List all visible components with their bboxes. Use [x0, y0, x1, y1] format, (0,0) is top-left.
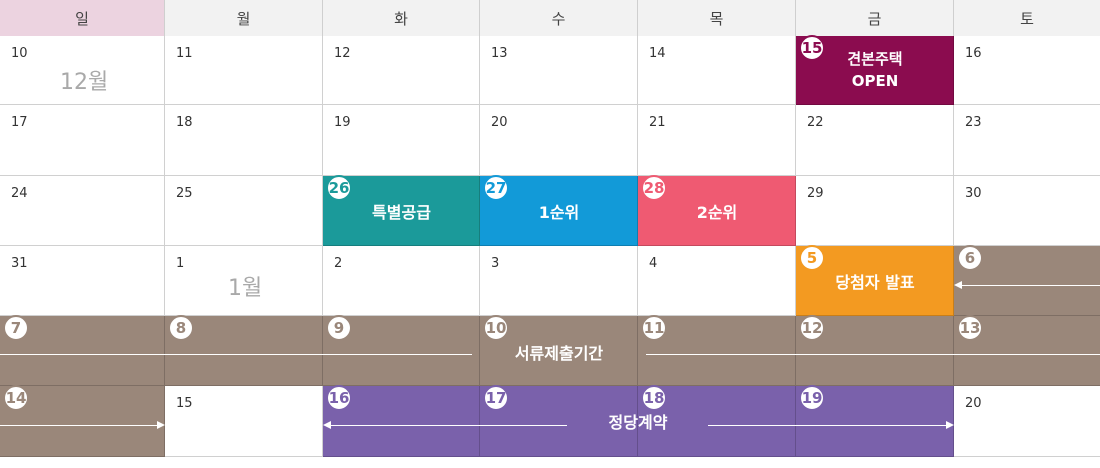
event-model-house-line1: 견본주택 [847, 50, 903, 68]
date-number: 10 [11, 46, 28, 61]
date-badge: 18 [641, 385, 667, 411]
event-model-house-label: 견본주택 OPEN [796, 48, 954, 92]
weekday-sat: 토 [954, 0, 1100, 36]
date-number: 18 [176, 115, 193, 130]
date-number: 22 [807, 115, 824, 130]
date-badge: 28 [641, 175, 667, 201]
weekday-tue: 화 [323, 0, 480, 36]
date-number: 31 [11, 256, 28, 271]
date-number: 13 [491, 46, 508, 61]
document-submission-line-left [0, 354, 472, 355]
date-number: 2 [334, 256, 343, 271]
date-number: 14 [649, 46, 666, 61]
arrow-left-icon [323, 421, 331, 429]
date-number: 21 [649, 115, 666, 130]
event-contract-tue[interactable] [323, 386, 480, 457]
event-contract-label: 정당계약 [608, 413, 668, 432]
day-cell[interactable] [165, 105, 323, 176]
document-submission-end-line [0, 425, 157, 426]
date-badge: 16 [326, 385, 352, 411]
day-cell[interactable] [638, 36, 796, 105]
day-cell[interactable] [638, 105, 796, 176]
date-number: 17 [11, 115, 28, 130]
date-badge: 7 [3, 315, 29, 341]
date-badge: 26 [326, 175, 352, 201]
weekday-wed: 수 [480, 0, 638, 36]
date-number: 11 [176, 46, 193, 61]
day-cell[interactable] [480, 105, 638, 176]
event-second-priority-label: 2순위 [696, 203, 738, 222]
contract-line-right [708, 425, 946, 426]
event-winner-announce-label: 당첨자 발표 [835, 273, 915, 292]
day-cell[interactable] [954, 176, 1100, 246]
day-cell[interactable] [0, 36, 165, 105]
event-first-priority-label: 1순위 [538, 203, 580, 222]
date-number: 16 [965, 46, 982, 61]
day-cell[interactable] [323, 246, 480, 316]
month-label-january: 1월 [228, 276, 263, 301]
day-cell[interactable] [954, 36, 1100, 105]
day-cell[interactable] [165, 36, 323, 105]
date-badge: 19 [799, 385, 825, 411]
date-number: 29 [807, 186, 824, 201]
day-cell[interactable] [954, 105, 1100, 176]
day-cell[interactable] [0, 105, 165, 176]
date-number: 23 [965, 115, 982, 130]
date-badge: 8 [168, 315, 194, 341]
date-number: 20 [965, 396, 982, 411]
date-number: 19 [334, 115, 351, 130]
date-number: 1 [176, 256, 185, 271]
date-number: 12 [334, 46, 351, 61]
date-badge: 17 [483, 385, 509, 411]
date-number: 30 [965, 186, 982, 201]
date-badge: 13 [957, 315, 983, 341]
day-cell[interactable] [165, 246, 323, 316]
date-badge: 10 [483, 315, 509, 341]
day-cell[interactable] [638, 246, 796, 316]
date-badge: 14 [3, 385, 29, 411]
date-number: 24 [11, 186, 28, 201]
weekday-thu: 목 [638, 0, 796, 36]
day-cell[interactable] [0, 246, 165, 316]
date-number: 25 [176, 186, 193, 201]
arrow-left-icon [954, 281, 962, 289]
month-label-december: 12월 [60, 70, 109, 95]
date-badge: 15 [799, 35, 825, 61]
day-cell[interactable] [0, 176, 165, 246]
contract-line-left [331, 425, 567, 426]
day-cell[interactable] [165, 386, 323, 457]
day-cell[interactable] [796, 176, 954, 246]
date-badge: 5 [799, 245, 825, 271]
day-cell[interactable] [165, 176, 323, 246]
day-cell[interactable] [480, 36, 638, 105]
day-cell[interactable] [954, 386, 1100, 457]
weekday-fri: 금 [796, 0, 954, 36]
weekday-sun: 일 [0, 0, 165, 36]
event-special-supply-label: 특별공급 [372, 203, 431, 222]
arrow-right-icon [157, 421, 165, 429]
event-document-submission-label: 서류제출기간 [514, 344, 604, 363]
document-submission-line-right [646, 354, 1100, 355]
weekday-mon: 월 [165, 0, 323, 36]
date-number: 20 [491, 115, 508, 130]
day-cell[interactable] [796, 105, 954, 176]
arrow-right-icon [946, 421, 954, 429]
date-number: 4 [649, 256, 658, 271]
day-cell[interactable] [323, 36, 480, 105]
date-badge: 11 [641, 315, 667, 341]
day-cell[interactable] [480, 246, 638, 316]
date-badge: 6 [957, 245, 983, 271]
event-model-house-line2: OPEN [851, 72, 899, 90]
date-badge: 27 [483, 175, 509, 201]
date-number: 15 [176, 396, 193, 411]
date-badge: 9 [326, 315, 352, 341]
date-badge: 12 [799, 315, 825, 341]
date-number: 3 [491, 256, 500, 271]
day-cell[interactable] [323, 105, 480, 176]
document-submission-arrow-line [962, 285, 1100, 286]
